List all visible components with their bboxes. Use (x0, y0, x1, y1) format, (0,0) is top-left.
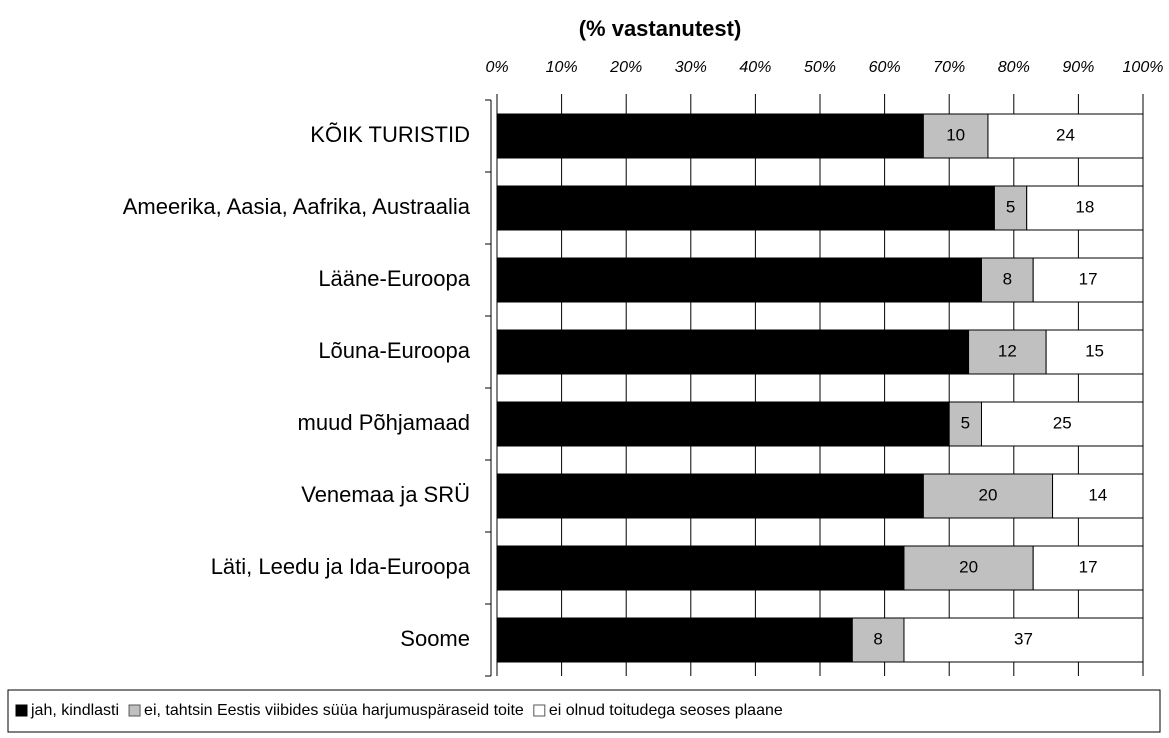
data-label: 20 (959, 557, 978, 576)
x-tick-label: 10% (546, 59, 578, 76)
x-tick-label: 0% (485, 59, 508, 76)
bar-segment (496, 617, 853, 663)
data-label: 63 (691, 557, 710, 576)
data-label: 14 (1088, 485, 1107, 504)
bar-segment (987, 113, 1144, 159)
x-tick-label: 50% (804, 59, 836, 76)
bar-segment (903, 617, 1144, 663)
data-label: 77 (736, 197, 755, 216)
data-label: 55 (665, 629, 684, 648)
bar-segment (496, 545, 905, 591)
bar-segment (496, 329, 970, 375)
bar-segment (496, 185, 995, 231)
data-label: 17 (1079, 557, 1098, 576)
data-label: 18 (1075, 197, 1094, 216)
data-label: 20 (978, 485, 997, 504)
bar-segment (496, 257, 982, 303)
y-tick-label: muud Põhjamaad (298, 410, 470, 435)
data-label: 15 (1085, 341, 1104, 360)
bar-segment (922, 473, 1054, 519)
bar-segment (922, 113, 989, 159)
data-label: 8 (1003, 269, 1012, 288)
bar-segment (903, 545, 1034, 591)
data-label: 70 (714, 413, 733, 432)
bar-segment (968, 329, 1047, 375)
legend-label: ei olnud toitudega seoses plaane (549, 702, 783, 719)
y-tick-label: KÕIK TURISTID (310, 122, 470, 147)
x-tick-label: 70% (933, 59, 965, 76)
data-label: 17 (1079, 269, 1098, 288)
legend-label: ei, tahtsin Eestis viibides süüa harjumu… (144, 702, 524, 719)
bar-segment (993, 185, 1028, 231)
bar-segment (1045, 329, 1144, 375)
y-tick-label: Venemaa ja SRÜ (301, 482, 470, 507)
bar-segment (1026, 185, 1144, 231)
bar-segment (496, 473, 924, 519)
y-tick-label: Lõuna-Euroopa (318, 338, 470, 363)
bar-segment (981, 401, 1144, 447)
legend-swatch (128, 704, 141, 717)
legend-swatch (533, 704, 546, 717)
data-label: 37 (1014, 629, 1033, 648)
y-tick-label: Ameerika, Aasia, Aafrika, Austraalia (123, 194, 471, 219)
y-tick-label: Läti, Leedu ja Ida-Euroopa (211, 554, 471, 579)
data-label: 12 (998, 341, 1017, 360)
legend-label: jah, kindlasti (30, 702, 119, 719)
data-label: 66 (701, 485, 720, 504)
bar-segment (496, 113, 924, 159)
data-label: 8 (873, 629, 882, 648)
bar-segment (1032, 545, 1144, 591)
x-tick-label: 40% (739, 59, 771, 76)
bar-segment (1052, 473, 1144, 519)
bar-segment (1032, 257, 1144, 303)
data-label: 73 (723, 341, 742, 360)
data-label: 10 (946, 125, 965, 144)
y-tick-label: Soome (400, 626, 470, 651)
data-label: 5 (1006, 197, 1015, 216)
data-label: 24 (1056, 125, 1075, 144)
data-label: 25 (1053, 413, 1072, 432)
x-tick-label: 100% (1123, 59, 1164, 76)
data-label: 66 (701, 125, 720, 144)
legend-box (7, 689, 1161, 733)
x-tick-label: 90% (1062, 59, 1094, 76)
bar-segment (496, 401, 950, 447)
x-tick-label: 80% (998, 59, 1030, 76)
chart-subtitle: (% vastanutest) (579, 16, 742, 41)
legend-swatch (15, 704, 28, 717)
x-tick-label: 60% (869, 59, 901, 76)
data-label: 5 (961, 413, 970, 432)
x-tick-label: 20% (609, 59, 642, 76)
y-tick-label: Lääne-Euroopa (318, 266, 470, 291)
data-label: 75 (730, 269, 749, 288)
x-tick-label: 30% (675, 59, 707, 76)
